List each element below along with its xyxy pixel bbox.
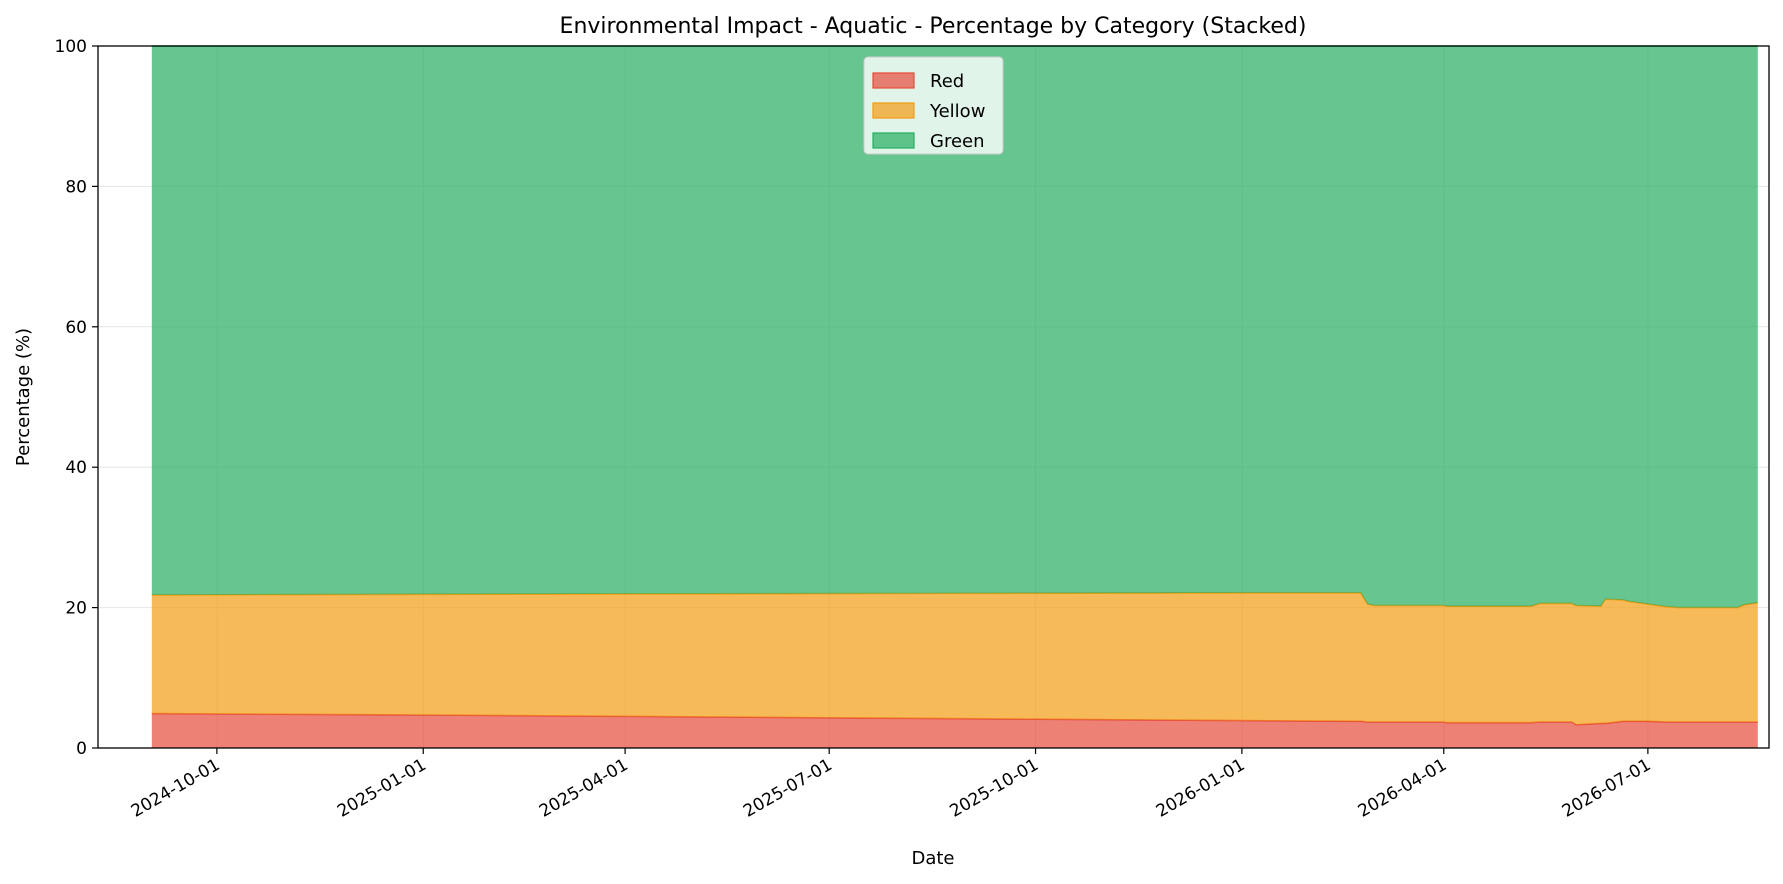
x-axis-label: Date: [911, 848, 954, 869]
area-yellow: [151, 592, 1758, 725]
x-tick-label-7: 2026-07-01: [1559, 755, 1655, 822]
y-tick-label-2: 40: [65, 458, 87, 478]
x-tick-label-6: 2026-04-01: [1355, 755, 1451, 822]
legend-swatch-green: [872, 132, 915, 149]
x-tick-label-3: 2025-07-01: [740, 755, 836, 822]
x-tick-label-0: 2024-10-01: [128, 755, 224, 822]
y-tick-label-1: 20: [65, 599, 87, 619]
legend-label-yellow: Yellow: [929, 101, 985, 122]
legend-swatch-yellow: [872, 102, 915, 119]
legend-label-red: Red: [930, 71, 964, 92]
x-tick-label-2: 2025-04-01: [536, 755, 632, 822]
y-tick-label-5: 100: [55, 37, 87, 57]
legend-swatch-red: [872, 72, 915, 89]
plot-frame: [97, 45, 1770, 749]
legend: Red Yellow Green: [863, 56, 1004, 155]
y-tick-label-0: 0: [76, 739, 87, 759]
y-axis-ticks: 0 20 40 60 80 100: [55, 37, 98, 759]
y-axis-label: Percentage (%): [13, 328, 34, 466]
x-axis-ticks: 2024-10-01 2025-01-01 2025-04-01 2025-07-01…: [128, 748, 1655, 822]
legend-label-green: Green: [930, 131, 985, 152]
x-tick-label-4: 2025-10-01: [946, 755, 1042, 822]
y-tick-label-4: 80: [65, 177, 87, 197]
area-green: [151, 46, 1758, 608]
area-layers: [151, 45, 1758, 748]
x-tick-label-1: 2025-01-01: [334, 755, 430, 822]
chart-title: Environmental Impact - Aquatic - Percent…: [560, 14, 1307, 39]
area-red: [151, 713, 1758, 748]
y-tick-label-3: 60: [65, 318, 87, 338]
x-tick-label-5: 2026-01-01: [1153, 755, 1249, 822]
